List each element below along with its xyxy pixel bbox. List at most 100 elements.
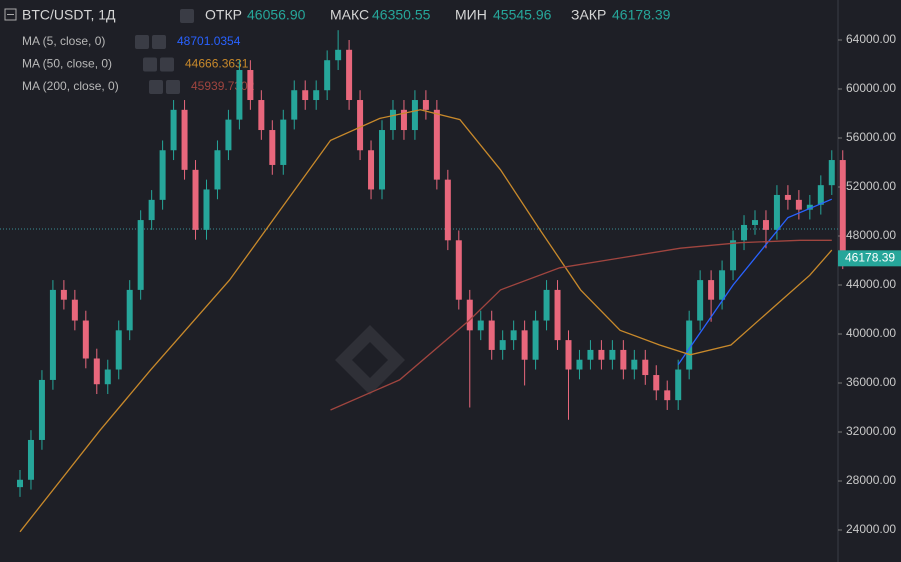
candle-body: [148, 199, 155, 221]
candle-body: [302, 90, 309, 101]
y-tick-label: 36000.00: [846, 375, 896, 389]
candle-body: [269, 130, 276, 165]
candle-body: [839, 160, 846, 259]
candle-body: [817, 185, 824, 205]
candle-body: [104, 369, 111, 385]
settings-button[interactable]: [180, 9, 194, 23]
candle-body: [686, 320, 693, 370]
candle-body: [576, 359, 583, 370]
legend-label: MA (200, close, 0): [22, 79, 119, 93]
candle-body: [455, 240, 462, 300]
candle-body: [214, 150, 221, 190]
candle-body: [708, 280, 715, 300]
candle-body: [71, 299, 78, 321]
y-tick-label: 48000.00: [846, 228, 896, 242]
legend-label: MA (5, close, 0): [22, 34, 105, 48]
y-tick-label: 56000.00: [846, 130, 896, 144]
ma-line: [330, 239, 832, 411]
candle-body: [368, 150, 375, 190]
settings-button[interactable]: [149, 80, 163, 94]
candle-body: [82, 320, 89, 359]
candle-body: [137, 220, 144, 290]
candle-body: [433, 109, 440, 180]
settings-button[interactable]: [143, 57, 157, 72]
candle-body: [60, 289, 67, 300]
candle-body: [521, 330, 528, 360]
ohlc-label: ЗАКР: [571, 7, 606, 23]
candle-body: [126, 289, 133, 331]
candle-body: [477, 320, 484, 331]
candle-body: [27, 439, 34, 480]
watermark: [335, 325, 405, 395]
candle-body: [422, 100, 429, 110]
candle-body: [291, 90, 298, 120]
candle-body: [751, 220, 758, 225]
candle-body: [532, 320, 539, 360]
candle-body: [609, 349, 616, 360]
candle-body: [499, 340, 506, 350]
candle-body: [411, 100, 418, 131]
candle-body: [466, 299, 473, 331]
ohlc-label: ОТКР: [205, 7, 242, 23]
ohlc-value: 46056.90: [247, 7, 306, 23]
candle-body: [653, 375, 660, 391]
candle-body: [554, 289, 561, 341]
candle-body: [444, 179, 451, 241]
legend-label: MA (50, close, 0): [22, 57, 112, 71]
candle-body: [631, 359, 638, 370]
candle-body: [806, 204, 813, 210]
candle-body: [773, 194, 780, 230]
remove-button[interactable]: [160, 57, 174, 72]
candle-body: [762, 220, 769, 230]
candle-body: [719, 270, 726, 300]
candle-body: [730, 240, 737, 271]
ohlc-label: МАКС: [330, 7, 369, 23]
candle-body: [697, 280, 704, 321]
last-price-label: 46178.39: [845, 250, 895, 264]
candle-body: [49, 289, 56, 380]
y-tick-label: 44000.00: [846, 277, 896, 291]
candle-body: [280, 119, 287, 165]
candle-body: [236, 70, 243, 120]
ohlc-value: 45545.96: [493, 7, 552, 23]
candle-body: [675, 369, 682, 401]
y-tick-label: 52000.00: [846, 179, 896, 193]
legend-value: 45939.7302: [191, 79, 255, 93]
chart-title: BTC/USDT, 1Д: [22, 7, 116, 23]
ohlc-header: ОТКР 46056.90 МАКС 46350.55 МИН 45545.96 ЗАКР 4…: [205, 7, 671, 23]
settings-button[interactable]: [135, 35, 149, 49]
candle-body: [203, 189, 210, 230]
ohlc-value: 46350.55: [372, 7, 431, 23]
candle-body: [258, 100, 265, 131]
candle-body: [543, 289, 550, 321]
legend-value: 48701.0354: [177, 34, 241, 48]
y-tick-label: 28000.00: [846, 473, 896, 487]
candle-body: [93, 358, 100, 385]
remove-button[interactable]: [166, 80, 180, 94]
last-price-box: [838, 250, 901, 267]
candle-body: [565, 340, 572, 370]
candle-body: [17, 479, 23, 488]
candle-body: [357, 100, 364, 151]
candle-body: [346, 49, 353, 101]
candle-body: [389, 109, 396, 131]
candle-body: [741, 224, 748, 241]
y-tick-label: 60000.00: [846, 81, 896, 95]
collapse-button[interactable]: [4, 8, 17, 21]
candle-body: [598, 349, 605, 360]
ma-line: [19, 109, 833, 533]
candle-body: [379, 130, 386, 190]
legend-value: 44666.3631: [185, 57, 249, 71]
candle-body: [247, 70, 254, 101]
ma-line: [677, 198, 833, 365]
remove-button[interactable]: [152, 35, 166, 49]
candle-body: [587, 349, 594, 360]
candle-body: [664, 390, 671, 401]
candle-body: [784, 194, 791, 200]
plot: 24000.00 28000.00 32000.00 36000.00 40000.00…: [0, 30, 901, 536]
candle-body: [488, 320, 495, 350]
candle-body: [181, 109, 188, 170]
candle-body: [159, 150, 166, 200]
candle-body: [400, 109, 407, 131]
